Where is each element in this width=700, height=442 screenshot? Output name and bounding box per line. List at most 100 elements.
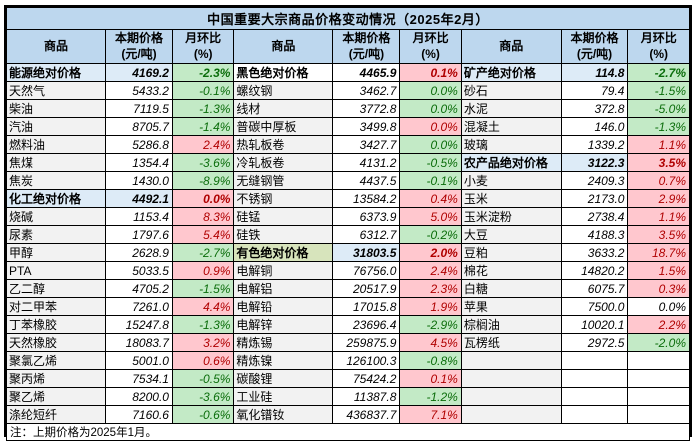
mom-cell: -1.5% <box>171 279 235 299</box>
price-cell: 8705.7 <box>105 117 173 137</box>
price-cell: 10020.1 <box>560 315 629 335</box>
table-row: 甲醇 2628.9 -2.7% 有色绝对价格 31803.5 2.0% 豆粕 3633.2 18… <box>5 243 690 263</box>
price-cell: 7534.1 <box>105 369 173 389</box>
price-cell: 4437.5 <box>332 171 401 191</box>
mom-cell: 2.4% <box>171 135 235 155</box>
commodity-name-cell: 化工绝对价格 <box>5 189 107 209</box>
commodity-name-cell: 焦炭 <box>5 171 107 191</box>
commodity-name-cell: 豆粕 <box>460 243 562 263</box>
table-row: 焦炭 1430.0 -8.9% 无缝钢管 4437.5 -0.1% 小麦 2409.3 0.7% <box>5 171 690 191</box>
price-cell: 79.4 <box>560 81 629 101</box>
price-cell: 13584.2 <box>332 189 401 209</box>
mom-cell <box>627 351 690 371</box>
price-cell: 3772.8 <box>332 99 401 119</box>
price-cell: 372.8 <box>560 99 629 119</box>
mom-cell: 5.4% <box>171 225 235 245</box>
table-row: 能源绝对价格 4169.2 -2.3% 黑色绝对价格 4465.9 0.1% 矿产绝对价格 1… <box>5 63 690 83</box>
mom-cell: 2.0% <box>399 243 462 263</box>
mom-cell: 2.9% <box>627 189 690 209</box>
price-cell: 3122.3 <box>560 153 629 173</box>
col-header-commodity: 商品 <box>5 28 107 65</box>
commodity-name-cell: 天然橡胶 <box>5 333 107 353</box>
mom-cell: -1.4% <box>171 117 235 137</box>
mom-cell: 0.0% <box>171 189 235 209</box>
price-cell: 3499.8 <box>332 117 401 137</box>
note-row: 注：上期价格为2025年1月。 <box>6 423 690 442</box>
price-cell: 11387.8 <box>332 387 401 407</box>
price-cell: 7119.5 <box>105 99 173 119</box>
commodity-name-cell: 氧化镨钕 <box>233 405 334 425</box>
mom-cell: 7.1% <box>399 405 462 425</box>
commodity-name-cell: 无缝钢管 <box>233 171 334 191</box>
commodity-name-cell: 小麦 <box>460 171 562 191</box>
mom-cell: 0.1% <box>399 369 462 389</box>
commodity-name-cell: 玉米 <box>460 189 562 209</box>
mom-cell: 0.4% <box>399 189 462 209</box>
mom-cell: -2.3% <box>171 63 235 83</box>
mom-cell: 3.5% <box>627 225 690 245</box>
mom-cell: 0.0% <box>399 135 462 155</box>
mom-cell: -1.3% <box>627 117 690 137</box>
mom-cell: 3.2% <box>171 333 235 353</box>
commodity-name-cell: 精炼锡 <box>233 333 334 353</box>
price-cell: 5286.8 <box>105 135 173 155</box>
col-header-price: 本期价格 (元/吨) <box>332 28 401 65</box>
col-header-price: 本期价格 (元/吨) <box>560 28 629 65</box>
table-row: 柴油 7119.5 -1.3% 线材 3772.8 0.0% 水泥 372.8 -5.0% <box>5 99 690 119</box>
price-cell: 7500.0 <box>560 297 629 317</box>
table-row: PTA 5033.5 0.9% 电解铜 76756.0 2.4% 棉花 14820.2 1.5% <box>5 261 690 281</box>
col-header-mom: 月环比 (%) <box>627 28 690 65</box>
mom-cell: -0.1% <box>399 171 462 191</box>
mom-cell: -2.7% <box>171 243 235 263</box>
table-row: 烧碱 1153.4 8.3% 硅锰 6373.9 5.0% 玉米淀粉 2738.4 1.1% <box>5 207 690 227</box>
commodity-name-cell: 能源绝对价格 <box>5 63 107 83</box>
price-cell <box>560 351 629 371</box>
commodity-name-cell: 电解铅 <box>233 297 334 317</box>
mom-cell: 0.9% <box>171 261 235 281</box>
mom-cell: 2.2% <box>627 315 690 335</box>
mom-cell <box>627 369 690 389</box>
mom-cell: -2.0% <box>627 333 690 353</box>
price-cell: 4131.2 <box>332 153 401 173</box>
table-row: 焦煤 1354.4 -3.6% 冷轧板卷 4131.2 -0.5% 农产品绝对价格 3122.… <box>5 153 690 173</box>
price-cell: 7261.0 <box>105 297 173 317</box>
mom-cell: 0.7% <box>627 171 690 191</box>
commodity-name-cell: 丁苯橡胶 <box>5 315 107 335</box>
commodity-name-cell: 普碳中厚板 <box>233 117 334 137</box>
commodity-name-cell: 涤纶短纤 <box>5 405 107 425</box>
commodity-name-cell: 水泥 <box>460 99 562 119</box>
table-row: 涤纶短纤 7160.6 -0.6% 氧化镨钕 436837.7 7.1% <box>5 405 690 425</box>
commodity-name-cell <box>460 387 562 407</box>
mom-cell: -1.3% <box>171 99 235 119</box>
mom-cell: -2.7% <box>627 63 690 83</box>
commodity-name-cell: 冷轧板卷 <box>233 153 334 173</box>
price-cell: 23696.4 <box>332 315 401 335</box>
commodity-table-body: 能源绝对价格 4169.2 -2.3% 黑色绝对价格 4465.9 0.1% 矿产绝对价格 1… <box>5 63 690 425</box>
commodity-name-cell: 对二甲苯 <box>5 297 107 317</box>
mom-cell: -1.3% <box>171 315 235 335</box>
mom-cell: 4.5% <box>399 333 462 353</box>
commodity-name-cell: 玉米淀粉 <box>460 207 562 227</box>
column-header-row: 商品 本期价格 (元/吨) 月环比 (%) 商品 本期价格 (元/吨) 月环比 (%) … <box>5 28 690 65</box>
commodity-name-cell: 农产品绝对价格 <box>460 153 562 173</box>
price-cell: 436837.7 <box>332 405 401 425</box>
commodity-price-table-frame: 中国重要大宗商品价格变动情况（2025年2月） 商品 本期价格 (元/吨) 月环比… <box>4 5 692 442</box>
price-cell: 3427.7 <box>332 135 401 155</box>
table-row: 化工绝对价格 4492.1 0.0% 不锈钢 13584.2 0.4% 玉米 2173.0 2.… <box>5 189 690 209</box>
mom-cell: -3.6% <box>171 153 235 173</box>
price-cell: 6312.7 <box>332 225 401 245</box>
commodity-name-cell: 苹果 <box>460 297 562 317</box>
commodity-name-cell: 乙二醇 <box>5 279 107 299</box>
table-row: 天然气 5433.2 -0.1% 螺纹钢 3462.7 0.0% 砂石 79.4 -1.5% <box>5 81 690 101</box>
commodity-name-cell: 白糖 <box>460 279 562 299</box>
mom-cell: 8.3% <box>171 207 235 227</box>
commodity-name-cell: 瓦楞纸 <box>460 333 562 353</box>
price-cell: 2972.5 <box>560 333 629 353</box>
mom-cell: -1.2% <box>399 387 462 407</box>
mom-cell: 4.4% <box>171 297 235 317</box>
commodity-name-cell: 硅铁 <box>233 225 334 245</box>
table-row: 聚丙烯 7534.1 -0.5% 碳酸锂 75424.2 0.1% <box>5 369 690 389</box>
price-cell: 126100.3 <box>332 351 401 371</box>
mom-cell: -3.6% <box>171 387 235 407</box>
price-cell: 1153.4 <box>105 207 173 227</box>
